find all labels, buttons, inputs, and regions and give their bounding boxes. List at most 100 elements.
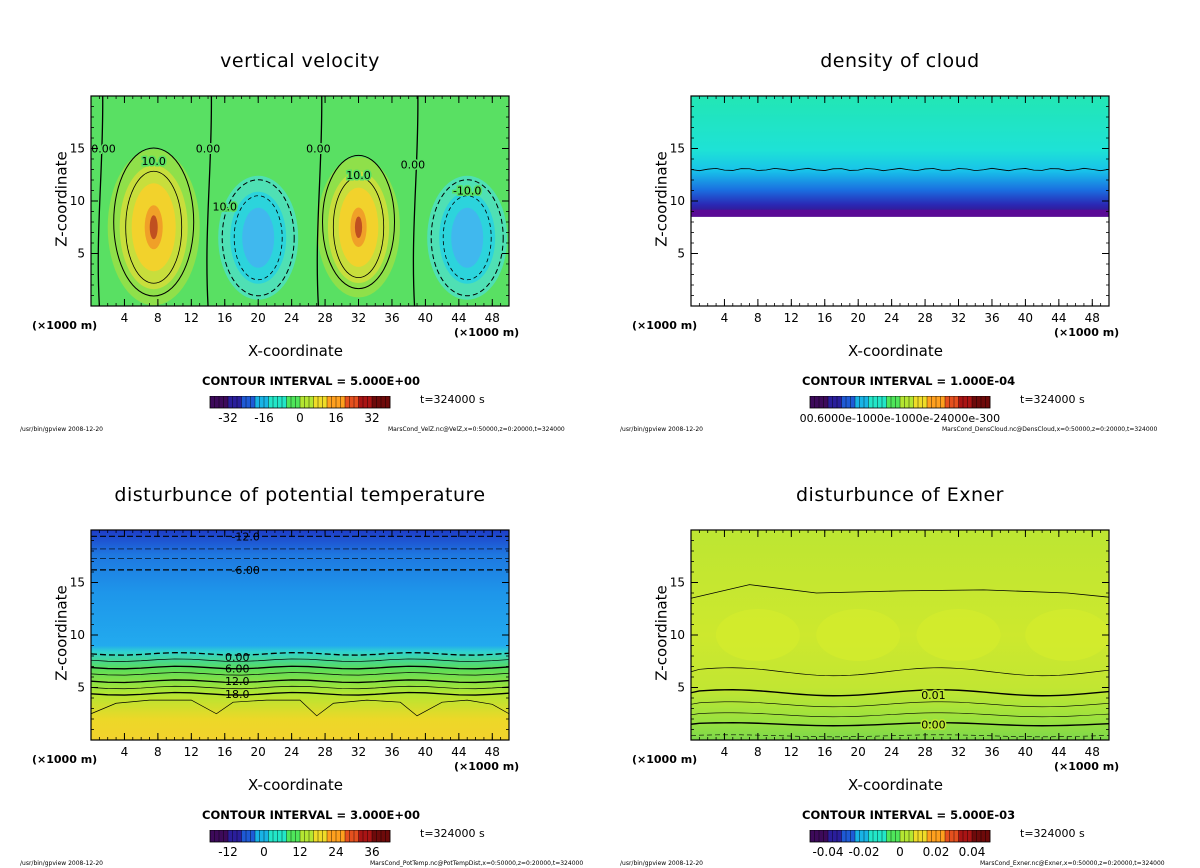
- high-region: [916, 609, 1001, 661]
- colorbar-cell: [846, 830, 851, 842]
- colorbar-cell: [819, 830, 824, 842]
- colorbar-cell: [372, 396, 377, 408]
- colorbar-frame: [209, 396, 391, 409]
- colorbar-cell: [385, 396, 391, 408]
- x-axis-label: X-coordinate: [248, 342, 343, 360]
- x-unit-right: (×1000 m): [454, 760, 520, 773]
- colorbar-cell: [327, 830, 332, 842]
- colorbar-cell: [376, 396, 382, 408]
- contour-label: 0.00: [921, 718, 946, 731]
- colorbar-cell: [864, 396, 869, 408]
- x-tick-label: 20: [251, 311, 266, 325]
- colorbar-cell: [936, 830, 941, 842]
- panel-potential-temperature: disturbunce of potential temperature -12…: [0, 434, 600, 868]
- updraft-region: [354, 216, 363, 239]
- contour-line: [113, 147, 195, 297]
- colorbar-cell: [345, 396, 350, 408]
- y-tick-label: 5: [77, 247, 85, 261]
- x-unit-right: (×1000 m): [454, 326, 520, 339]
- colorbar-cell: [268, 830, 274, 842]
- contour-line: [690, 689, 1110, 697]
- colorbar-cell: [985, 830, 991, 842]
- colorbar-cell: [900, 396, 905, 408]
- x-tick-label: 44: [451, 311, 466, 325]
- colorbar-cell: [322, 830, 328, 842]
- contour-line: [90, 665, 510, 670]
- colorbar-cell: [900, 830, 905, 842]
- colorbar-cell: [814, 830, 820, 842]
- colorbar-cell: [976, 830, 982, 842]
- plot-frame: [690, 95, 1110, 307]
- colorbar-cell: [958, 830, 964, 842]
- y-tick-label: 10: [70, 194, 85, 208]
- negative-contour: [233, 195, 283, 281]
- y-axis-label: Z-coordinate: [52, 585, 71, 681]
- colorbar-cell: [891, 396, 896, 408]
- y-tick-label: 10: [70, 628, 85, 642]
- updraft-region: [149, 215, 158, 240]
- colorbar-cell: [940, 396, 946, 408]
- colorbar-cell: [981, 830, 986, 842]
- contour-line: [90, 685, 510, 690]
- y-tick-label: 5: [677, 247, 685, 261]
- contour-label: 0.00: [306, 143, 331, 156]
- colorbar-cell: [250, 396, 256, 408]
- contour-interval: CONTOUR INTERVAL = 1.000E-04: [802, 374, 1016, 388]
- colorbar-cell: [313, 830, 319, 842]
- colorbar-cell: [295, 830, 301, 842]
- x-tick-label: 8: [154, 745, 162, 759]
- x-tick-label: 24: [884, 745, 899, 759]
- x-tick-label: 16: [217, 311, 232, 325]
- colorbar-cell: [214, 396, 220, 408]
- colorbar-cell: [886, 396, 892, 408]
- cloud-top-contour: [690, 167, 1110, 172]
- x-tick-label: 8: [754, 311, 762, 325]
- colorbar-cell: [336, 396, 341, 408]
- colorbar-cell: [304, 396, 310, 408]
- contour-line: [90, 651, 510, 656]
- y-axis-label: Z-coordinate: [652, 585, 671, 681]
- colorbar-cell: [972, 396, 977, 408]
- footer-right: MarsCond_PotTemp.nc@PotTempDist,x=0:5000…: [370, 860, 584, 867]
- contour-label: 0.00: [401, 158, 426, 171]
- colorbar-cell: [282, 396, 287, 408]
- colorbar-cell: [214, 830, 220, 842]
- colorbar-cell: [358, 396, 364, 408]
- colorbar-cell: [322, 396, 328, 408]
- contour-line: [332, 176, 385, 279]
- high-region: [715, 609, 800, 661]
- colorbar-cell: [945, 396, 950, 408]
- y-tick-label: 15: [70, 576, 85, 590]
- colorbar-cell: [972, 830, 977, 842]
- colorbar-cell: [864, 830, 869, 842]
- colorbar-cell: [913, 830, 919, 842]
- colorbar-tick-label: 12: [292, 845, 307, 859]
- zero-contour: [412, 95, 419, 307]
- zero-contour: [316, 95, 323, 307]
- x-tick-label: 12: [184, 311, 199, 325]
- colorbar-cell: [277, 830, 283, 842]
- negative-contour: [430, 179, 504, 297]
- colorbar-cell: [309, 830, 314, 842]
- y-axis-label: Z-coordinate: [52, 151, 71, 247]
- colorbar-cell: [232, 830, 238, 842]
- x-tick-label: 44: [1051, 745, 1066, 759]
- contour-line: [90, 699, 510, 717]
- colorbar-cell: [922, 830, 928, 842]
- colorbar-cell: [963, 396, 968, 408]
- colorbar-cell: [345, 830, 350, 842]
- contour-line: [90, 658, 510, 662]
- x-tick-label: 4: [721, 311, 729, 325]
- colorbar-cell: [264, 830, 269, 842]
- colorbar-cell: [958, 396, 964, 408]
- x-tick-label: 36: [984, 745, 999, 759]
- x-tick-label: 24: [884, 311, 899, 325]
- colorbar-cell: [886, 830, 892, 842]
- colorbar: -12 0 12 24 36: [209, 830, 391, 859]
- y-tick-label: 5: [677, 681, 685, 695]
- colorbar-cell: [336, 830, 341, 842]
